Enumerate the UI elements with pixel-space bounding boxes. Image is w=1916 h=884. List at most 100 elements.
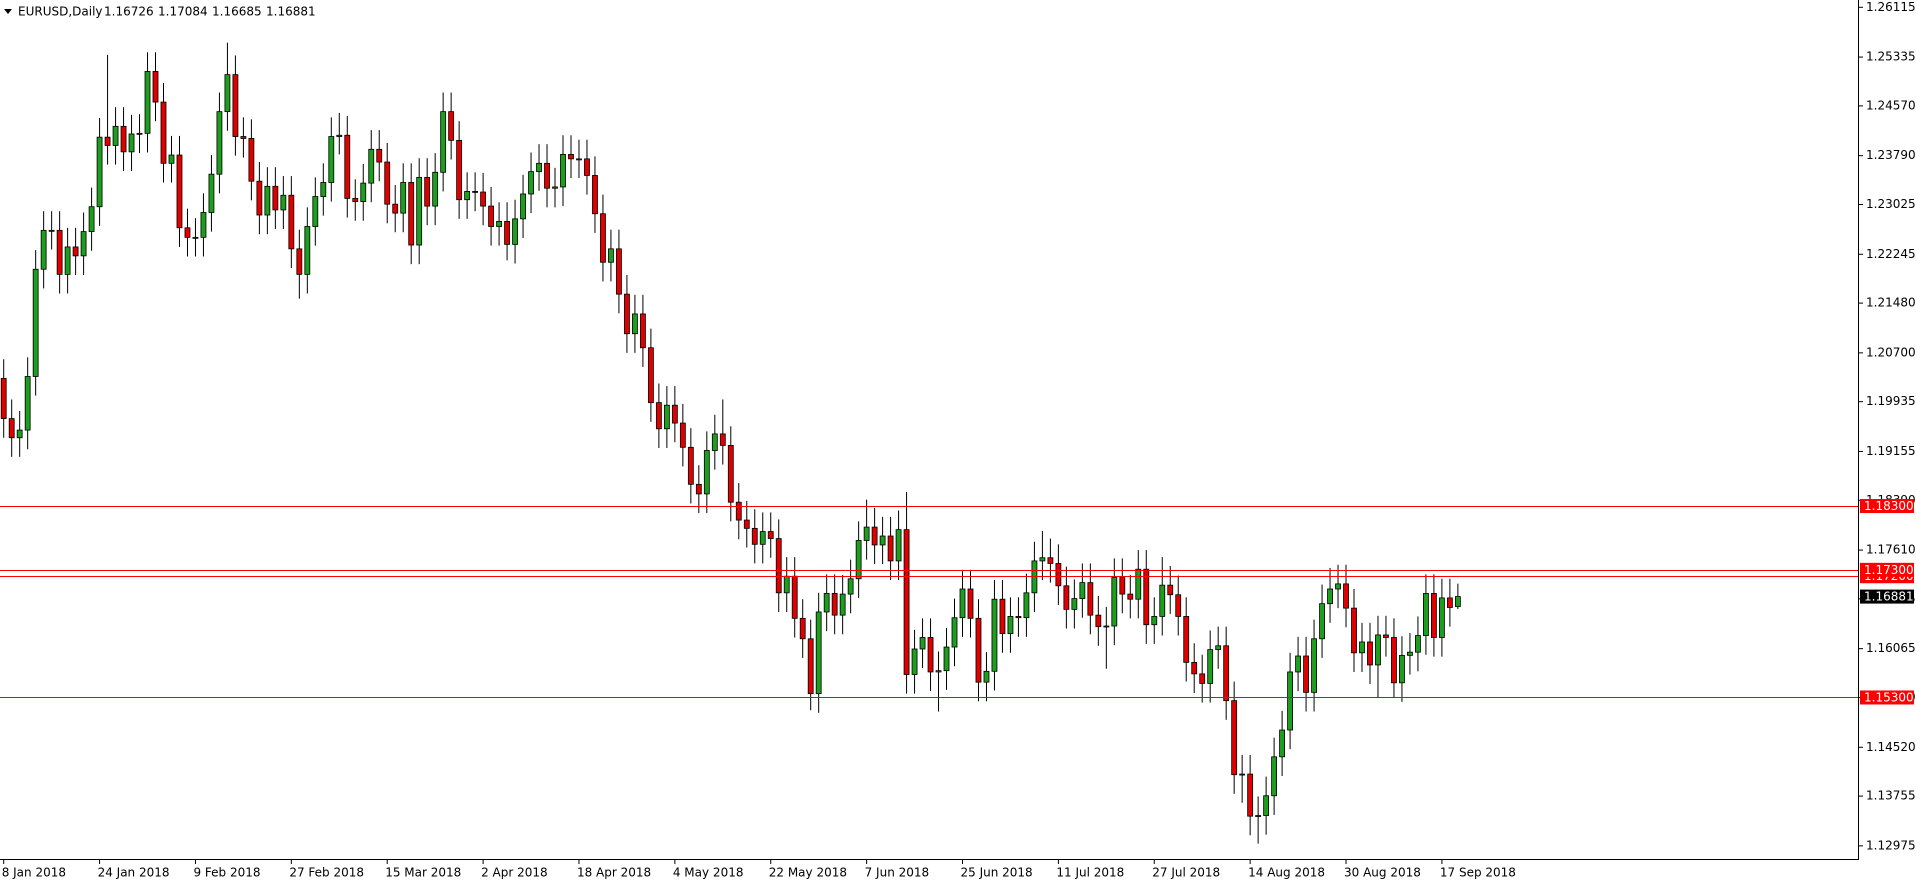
x-tick-label: 2 Apr 2018 bbox=[481, 866, 548, 880]
candle-body bbox=[935, 670, 942, 673]
candle-body bbox=[400, 182, 407, 214]
candle-body bbox=[1223, 645, 1230, 702]
candle-body bbox=[919, 637, 926, 650]
candle-body bbox=[767, 531, 774, 539]
candle-body bbox=[647, 347, 654, 404]
y-tick-label: 1.14520 bbox=[1866, 740, 1916, 754]
x-tick-label: 4 May 2018 bbox=[673, 866, 744, 880]
candle-body bbox=[8, 418, 15, 439]
candle-body bbox=[1271, 756, 1278, 797]
candle-body bbox=[1015, 616, 1022, 619]
candle-body bbox=[671, 404, 678, 424]
candle-body bbox=[232, 74, 239, 137]
candle-body bbox=[911, 648, 918, 675]
candle-body bbox=[1047, 557, 1054, 564]
candle-body bbox=[56, 229, 63, 275]
x-tick-label: 11 Jul 2018 bbox=[1056, 866, 1124, 880]
candle-body bbox=[879, 535, 886, 546]
candle-body bbox=[791, 575, 798, 619]
last-price-label: 1.16881 bbox=[1864, 590, 1914, 604]
candle-body bbox=[735, 501, 742, 521]
candle-body bbox=[679, 422, 686, 448]
candle-body bbox=[344, 134, 351, 199]
candle-body bbox=[216, 111, 223, 175]
candle-body bbox=[1039, 557, 1046, 562]
candle-body bbox=[608, 248, 614, 263]
candle-body bbox=[528, 171, 534, 195]
candle-body bbox=[1063, 585, 1070, 610]
candle-body bbox=[1375, 634, 1381, 666]
candle-body bbox=[272, 185, 279, 211]
menu-arrow[interactable] bbox=[4, 9, 12, 14]
header: EURUSD,Daily 1.16726 1.17084 1.16685 1.16881 bbox=[18, 5, 316, 19]
candle-body bbox=[983, 670, 990, 683]
x-tick-label: 18 Apr 2018 bbox=[577, 866, 651, 880]
candle-body bbox=[1391, 637, 1397, 684]
last-price-box bbox=[1860, 589, 1914, 604]
candle-body bbox=[1279, 729, 1285, 758]
candle-body bbox=[1351, 607, 1357, 654]
candle-body bbox=[160, 101, 167, 164]
candle-body bbox=[807, 638, 814, 695]
candle-body bbox=[432, 171, 439, 207]
y-tick-label: 1.19935 bbox=[1866, 394, 1916, 408]
candle-body bbox=[640, 313, 646, 349]
candle-body bbox=[456, 139, 463, 201]
candle-body bbox=[48, 229, 55, 232]
candle-body bbox=[1303, 655, 1309, 693]
candle-body bbox=[32, 268, 39, 377]
candle-body bbox=[408, 182, 415, 246]
x-tick-label: 27 Feb 2018 bbox=[289, 866, 364, 880]
x-tick-label: 24 Jan 2018 bbox=[98, 866, 170, 880]
candle-body bbox=[208, 173, 215, 213]
candle-body bbox=[504, 221, 510, 245]
candle-body bbox=[1239, 773, 1246, 776]
level-label: 1.15300 bbox=[1864, 690, 1914, 704]
candle-body bbox=[1119, 577, 1126, 595]
y-tick-label: 1.17610 bbox=[1866, 543, 1916, 557]
ohlc-value: 1.17084 bbox=[158, 5, 208, 19]
candle-body bbox=[336, 134, 343, 137]
candle-body bbox=[1175, 594, 1182, 617]
candle-body bbox=[464, 191, 471, 201]
candle-body bbox=[1215, 645, 1222, 651]
candle-body bbox=[424, 176, 431, 207]
candle-body bbox=[799, 617, 806, 640]
y-tick-label: 1.19155 bbox=[1866, 444, 1916, 458]
candle-body bbox=[887, 535, 894, 562]
candle-body bbox=[1431, 593, 1437, 638]
candle-body bbox=[0, 377, 7, 419]
candle-body bbox=[280, 194, 287, 211]
candle-body bbox=[152, 71, 159, 103]
candle-body bbox=[64, 246, 71, 275]
candle-body bbox=[112, 125, 119, 146]
candle-body bbox=[823, 593, 830, 613]
candle-body bbox=[1343, 583, 1349, 609]
candle-body bbox=[520, 193, 526, 220]
candle-body bbox=[312, 196, 319, 227]
candle-body bbox=[392, 203, 399, 214]
candle-body bbox=[1135, 568, 1142, 600]
candle-body bbox=[1311, 638, 1317, 693]
y-tick-label: 1.21480 bbox=[1866, 296, 1916, 310]
candle-body bbox=[496, 221, 502, 227]
candle-body bbox=[1143, 568, 1150, 626]
candle-body bbox=[120, 125, 127, 153]
y-tick-label: 1.23790 bbox=[1866, 148, 1916, 162]
candle-body bbox=[320, 182, 327, 197]
x-tick-label: 22 May 2018 bbox=[769, 866, 847, 880]
candle-body bbox=[759, 531, 766, 545]
candle-body bbox=[751, 527, 758, 545]
y-tick-label: 1.20700 bbox=[1866, 345, 1916, 359]
candle-body bbox=[831, 593, 838, 616]
candle-body bbox=[576, 158, 582, 161]
candle-body bbox=[304, 226, 311, 275]
candle-body bbox=[839, 593, 846, 616]
candle-body bbox=[703, 450, 710, 495]
candle-body bbox=[352, 198, 359, 203]
candle-body bbox=[1439, 597, 1445, 638]
candle-body bbox=[903, 529, 910, 675]
candle-body bbox=[128, 133, 135, 153]
x-tick-label: 15 Mar 2018 bbox=[385, 866, 461, 880]
level-box bbox=[1860, 562, 1914, 577]
